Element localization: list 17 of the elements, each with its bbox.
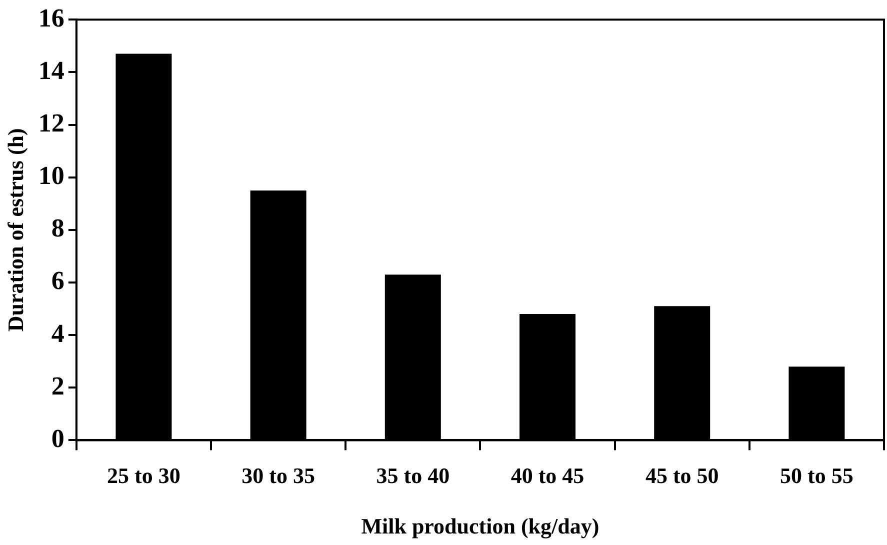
y-tick-label: 12 [38, 108, 64, 138]
y-tick-label: 2 [51, 371, 64, 400]
x-tick-label: 35 to 40 [376, 463, 450, 488]
y-axis-title: Duration of estrus (h) [2, 128, 28, 332]
y-tick-label: 6 [51, 266, 64, 296]
x-tick-label: 45 to 50 [645, 463, 719, 488]
x-tick-label: 40 to 45 [510, 463, 584, 488]
y-tick-label: 8 [51, 214, 64, 243]
y-tick-label: 4 [51, 318, 64, 348]
x-tick-label: 50 to 55 [780, 463, 854, 488]
x-tick-label: 30 to 35 [242, 463, 315, 488]
y-tick-label: 14 [38, 56, 64, 85]
x-axis-title: Milk production (kg/day) [361, 513, 600, 538]
y-tick-label: 0 [51, 424, 64, 453]
y-tick-label: 16 [38, 3, 64, 32]
x-tick-label: 25 to 30 [107, 463, 180, 488]
y-tick-label: 10 [38, 161, 64, 190]
